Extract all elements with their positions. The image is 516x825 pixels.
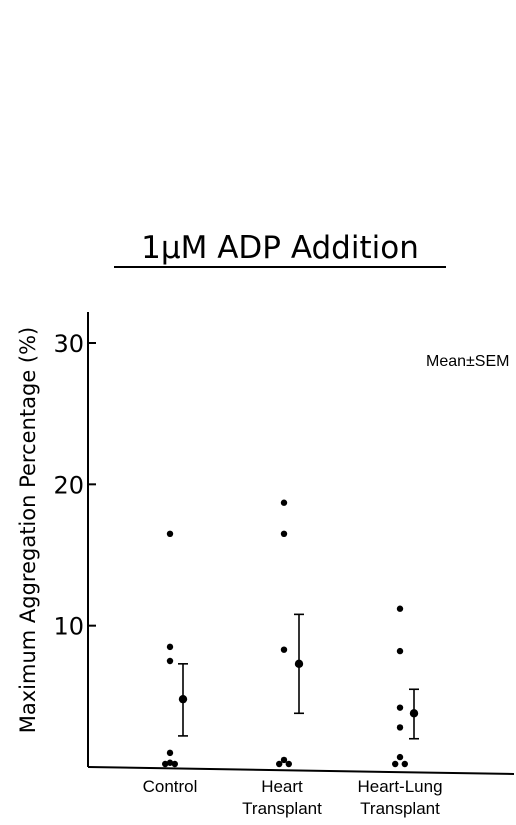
y-tick-label: 30 xyxy=(53,330,84,358)
data-point xyxy=(280,756,288,764)
data-point xyxy=(166,657,174,665)
data-marks xyxy=(162,499,419,768)
data-point xyxy=(285,760,292,768)
data-point xyxy=(392,760,399,768)
y-tick-label: 10 xyxy=(53,613,84,641)
mean-point xyxy=(294,659,304,669)
data-point xyxy=(166,759,174,766)
category-label: Heart xyxy=(261,777,303,796)
mean-point xyxy=(409,709,419,718)
data-point xyxy=(280,530,288,537)
data-point xyxy=(166,749,174,757)
data-point xyxy=(276,760,283,768)
y-tick-label: 20 xyxy=(53,471,84,499)
data-point xyxy=(162,760,169,768)
data-point xyxy=(280,646,288,653)
category-label: Transplant xyxy=(242,799,322,818)
mean-sem-annotation: Mean±SEM xyxy=(426,353,509,370)
chart-title: 1μM ADP Addition xyxy=(141,230,419,266)
category-label: Transplant xyxy=(360,799,440,818)
data-point xyxy=(280,499,288,506)
data-point xyxy=(396,753,404,761)
category-label: Heart-Lung xyxy=(357,777,442,796)
data-point xyxy=(166,530,174,537)
data-point xyxy=(396,605,404,612)
category-label: Control xyxy=(143,777,198,796)
x-axis xyxy=(87,766,515,775)
data-point xyxy=(396,724,404,731)
data-point xyxy=(171,760,178,768)
data-point xyxy=(166,643,174,651)
y-ticks: 10 20 30 xyxy=(53,330,96,641)
data-point xyxy=(401,760,408,768)
data-point xyxy=(396,647,404,655)
category-labels: Control Heart Transplant Heart-Lung Transpla… xyxy=(143,777,443,818)
mean-point xyxy=(178,694,188,704)
y-axis-label: Maximum Aggregation Percentage (%) xyxy=(16,327,40,734)
data-point xyxy=(396,704,404,711)
